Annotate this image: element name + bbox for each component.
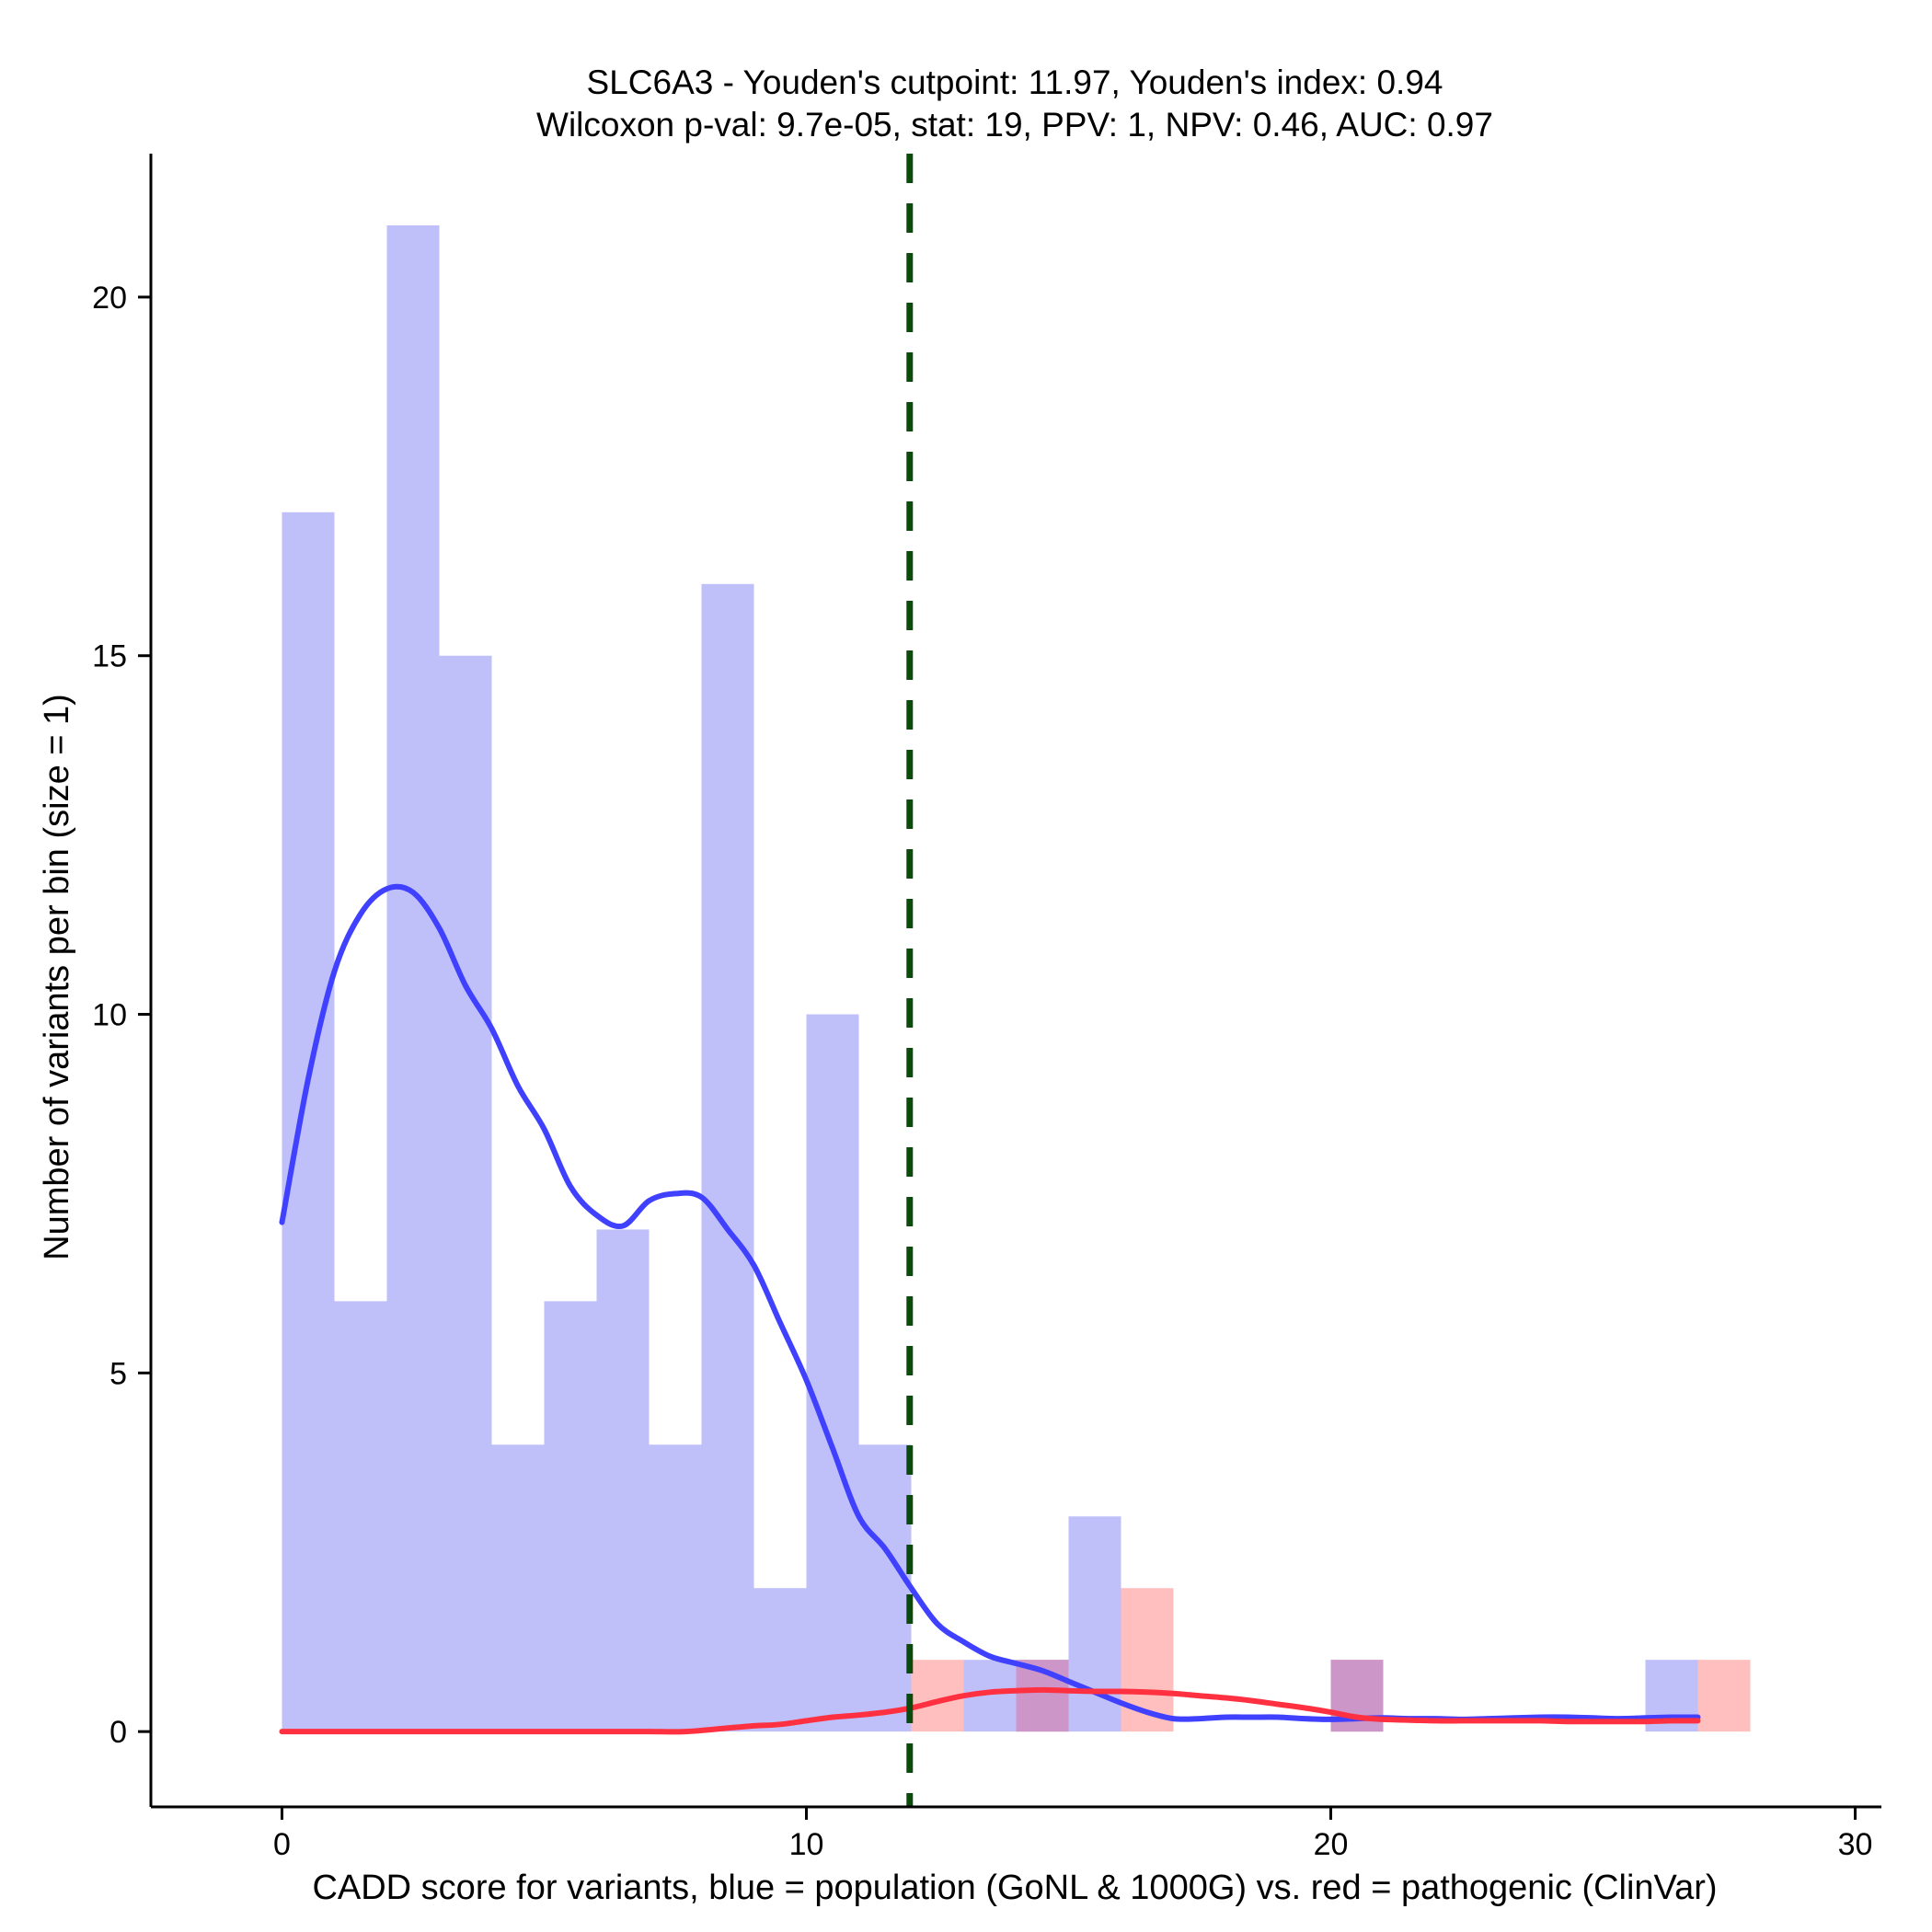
y-tick-label-10: 10: [92, 998, 127, 1033]
x-axis-label: CADD score for variants, blue = populati…: [312, 1869, 1717, 1907]
pathogenic-density-line: [279, 1686, 1701, 1735]
x-tick-label-0: 0: [273, 1827, 291, 1862]
x-tick-label-10: 10: [789, 1827, 824, 1862]
population-bar-8: [701, 583, 754, 1732]
population-bar-15: [1068, 1516, 1121, 1732]
y-axis-label: Number of variants per bin (size = 1): [38, 694, 76, 1260]
population-bar-2: [386, 224, 440, 1732]
population-bars: [282, 224, 1698, 1732]
x-axis-ticks: 0 10 20 30: [273, 1807, 1872, 1862]
population-bar-4: [491, 1444, 545, 1732]
y-tick-label-15: 15: [92, 639, 127, 674]
population-bar-11: [858, 1444, 912, 1732]
y-tick-label-5: 5: [109, 1356, 127, 1391]
x-tick-label-30: 30: [1838, 1827, 1873, 1862]
population-bar-3: [439, 655, 492, 1732]
population-bar-7: [649, 1444, 702, 1732]
population-bar-0: [282, 512, 335, 1732]
x-tick-label-20: 20: [1314, 1827, 1349, 1862]
pathogenic-bar-27: [1697, 1660, 1751, 1732]
population-bar-9: [753, 1588, 807, 1732]
chart-title-line-1: SLC6A3 - Youden's cutpoint: 11.97, Youde…: [587, 63, 1443, 101]
y-tick-label-0: 0: [109, 1715, 127, 1750]
population-bar-5: [544, 1301, 597, 1732]
population-bar-1: [334, 1301, 387, 1732]
y-tick-label-20: 20: [92, 281, 127, 316]
population-bar-10: [806, 1014, 859, 1732]
chart-title-line-2: Wilcoxon p-val: 9.7e-05, stat: 19, PPV: …: [536, 106, 1493, 144]
population-bar-6: [596, 1229, 650, 1732]
y-axis-ticks: 0 5 10 15 20: [92, 281, 151, 1750]
